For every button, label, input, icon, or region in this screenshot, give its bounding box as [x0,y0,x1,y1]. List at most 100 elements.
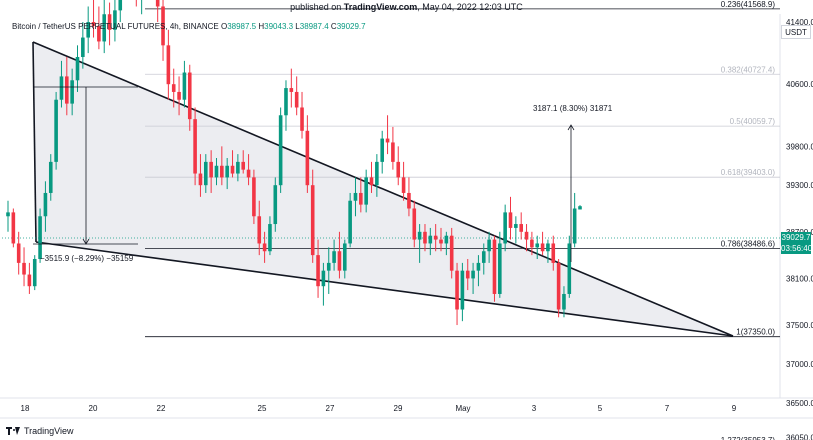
publish-brand[interactable]: TradingView.com [343,2,418,12]
candle-body [27,274,32,287]
candle-body [230,165,235,174]
candle-body [337,251,342,271]
candle-body [556,262,561,310]
footer-brand[interactable]: TradingView [6,426,74,436]
candle-body [289,88,294,92]
candle-body [578,206,582,210]
time-tick-label: 22 [157,404,166,413]
measure-down-label: −3515.9 (−8.29%) −35159 [40,254,134,263]
measure-down-arrow-icon [82,238,90,245]
candle-body [294,91,299,108]
price-tick-label: 36050.0 [786,434,813,440]
price-tick-label: 39300.0 [786,181,813,190]
candle-body [284,88,288,116]
candle-body [209,161,213,178]
tradingview-logo-icon [6,427,20,435]
candle-body [305,130,310,186]
price-tick-label: 36500.0 [786,399,813,408]
candle-body [16,243,21,263]
candle-body [369,177,374,186]
candle-body [535,243,540,248]
candle-body [487,239,491,252]
candle-body [562,293,566,310]
candle-body [375,161,379,186]
candle-body [471,270,475,279]
candle-body [455,270,459,310]
candle-body [257,216,262,244]
candle-body [198,173,203,186]
candle-body [6,212,10,217]
candle-body [59,76,64,100]
publish-suffix: , May 04, 2022 12:03 UTC [417,2,523,12]
candle-body [65,76,69,104]
candle-body [460,270,465,310]
candle-body [401,177,406,193]
candle-body [86,22,90,38]
candle-body [546,243,550,252]
close-label: C [330,22,337,31]
candle-body [326,262,331,271]
time-tick-label: 18 [21,404,30,413]
candle-body [32,259,37,287]
price-tick-label: 40600.0 [786,80,813,89]
candle-body [417,231,422,240]
candle-body [11,212,16,244]
candle-body [171,84,176,92]
candle-body [161,6,165,46]
candle-body [81,37,85,57]
candle-body [359,192,363,205]
fib-level-label: 0.618(39403.0) [721,168,776,177]
candle-body [551,243,556,263]
price-tick-label: 37500.0 [786,321,813,330]
candle-body [214,165,219,178]
wedge-upper-trendline [32,41,734,337]
fib-level-label: 0.786(38486.6) [721,239,776,248]
candle-body [396,161,401,178]
price-tick-label: 41400.0 [786,18,813,27]
candle-body [107,14,112,30]
close-value: 39029.7 [336,22,366,31]
candle-body [273,185,278,225]
wedge-lower-trendline [35,241,734,337]
candle-body [481,251,486,263]
last-price-badge: 39029.7 03:56:40 [781,232,813,254]
fib-level-label: 0.382(40727.4) [721,65,776,74]
candle-body [423,231,427,244]
time-tick-label: May [455,404,470,413]
candle-body [113,10,117,30]
time-tick-label: 25 [258,404,267,413]
open-label: O [220,22,228,31]
candle-body [262,243,267,252]
low-value: 38987.4 [299,22,329,31]
candle-body [38,216,42,260]
bar-countdown: 03:56:40 [781,244,813,253]
candle-body [91,22,96,26]
time-tick-label: 7 [665,404,670,413]
footer-brand-label: TradingView [24,426,74,436]
candle-body [444,235,449,244]
time-tick-label: 29 [394,404,403,413]
price-tick-label: 39800.0 [786,142,813,151]
candle-body [236,161,240,174]
candle-body [567,243,572,294]
candle-body [278,115,283,186]
high-label: H [258,22,265,31]
candle-body [514,224,518,228]
candle-body [540,243,545,252]
candle-body [332,251,336,263]
fib-level-label: 0.5(40059.7) [730,117,776,126]
candle-body [476,262,481,271]
candle-body [70,80,74,104]
publish-header: published on TradingView.com, May 04, 20… [0,0,813,14]
candle-body [118,0,123,11]
fib-level-label: 1(37350.0) [736,328,775,337]
low-label: L [295,22,300,31]
candle-body [316,255,320,287]
candle-body [246,169,251,178]
candle-body [268,224,272,252]
candle-body [342,243,347,271]
candle-body [182,72,187,100]
candle-body [193,119,197,174]
currency-label[interactable]: USDT [781,25,811,39]
